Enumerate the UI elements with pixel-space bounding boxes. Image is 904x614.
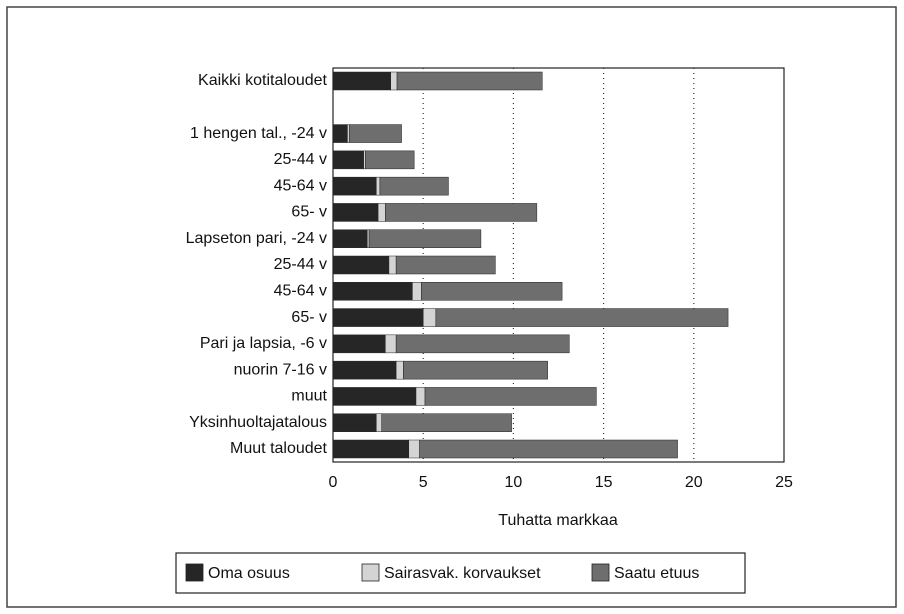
bar-segment xyxy=(388,255,397,275)
x-axis-label: Tuhatta markkaa xyxy=(498,512,618,529)
bar-segment xyxy=(385,203,538,222)
legend-swatch xyxy=(591,563,610,582)
bar-segment xyxy=(385,334,397,354)
bar-segment xyxy=(379,176,449,196)
bar-segment xyxy=(419,439,678,459)
y-tick-label: Lapseton pari, -24 v xyxy=(186,230,327,247)
bar-segment xyxy=(396,71,543,91)
x-tick-label: 15 xyxy=(595,474,613,491)
bar-segment xyxy=(367,229,370,248)
y-tick-label: 45-64 v xyxy=(274,177,327,194)
bar-segment xyxy=(376,176,381,196)
bar-segment xyxy=(422,308,437,327)
y-tick-label: Kaikki kotitaloudet xyxy=(198,72,328,89)
bar-segment xyxy=(395,360,404,380)
y-tick-label: Yksinhuoltajatalous xyxy=(189,414,327,431)
bar-segment xyxy=(363,150,366,170)
bar-segment xyxy=(424,387,597,406)
bar-segment xyxy=(332,308,424,327)
y-tick-label: 65- v xyxy=(291,309,327,326)
bar-segment xyxy=(381,413,512,432)
bar-segment xyxy=(408,439,420,459)
y-tick-label: 45-64 v xyxy=(274,283,327,300)
y-tick-label: Muut taloudet xyxy=(230,440,328,457)
x-tick-label: 20 xyxy=(685,474,703,491)
bar-segment xyxy=(332,360,397,380)
bar-segment xyxy=(347,124,350,143)
bar-segment xyxy=(368,229,482,248)
bar-segment xyxy=(332,413,377,432)
y-tick-label: 25-44 v xyxy=(274,151,327,168)
y-tick-label: 1 hengen tal., -24 v xyxy=(190,125,327,142)
bar-segment xyxy=(332,229,368,248)
bar-segment xyxy=(412,282,422,301)
legend-swatch xyxy=(185,563,204,582)
x-tick-label: 25 xyxy=(775,474,793,491)
bar-segment xyxy=(332,203,379,222)
bar-segment xyxy=(332,255,390,275)
y-tick-label: Pari ja lapsia, -6 v xyxy=(200,335,327,352)
legend-box xyxy=(175,552,746,594)
bar-segment xyxy=(348,124,402,143)
bar-segment xyxy=(395,334,570,354)
bar-segment xyxy=(332,124,348,143)
y-tick-label: nuorin 7-16 v xyxy=(234,361,327,378)
legend-label: Oma osuus xyxy=(208,565,290,582)
bar-segment xyxy=(376,413,382,432)
bar-segment xyxy=(332,334,386,354)
x-tick-label: 5 xyxy=(419,474,428,491)
y-tick-label: 65- v xyxy=(291,204,327,221)
frame xyxy=(6,6,897,608)
bar-segment xyxy=(332,282,413,301)
x-tick-label: 0 xyxy=(329,474,338,491)
y-tick-label: muut xyxy=(291,388,327,405)
y-tick-label: 25-44 v xyxy=(274,256,327,273)
bar-segment xyxy=(421,282,563,301)
bar-segment xyxy=(403,360,548,380)
bar-segment xyxy=(332,150,364,170)
bar-segment xyxy=(332,71,391,91)
bar-segment xyxy=(435,308,729,327)
bar-segment xyxy=(377,203,386,222)
bar-segment xyxy=(390,71,398,91)
bar-segment xyxy=(395,255,496,275)
bar-segment xyxy=(332,387,417,406)
bar-segment xyxy=(332,176,377,196)
bar-segment xyxy=(365,150,415,170)
x-tick-label: 10 xyxy=(505,474,523,491)
legend-swatch xyxy=(361,563,380,582)
legend-label: Sairasvak. korvaukset xyxy=(384,565,541,582)
bar-segment xyxy=(415,387,426,406)
bar-segment xyxy=(332,439,410,459)
legend-label: Saatu etuus xyxy=(614,565,699,582)
